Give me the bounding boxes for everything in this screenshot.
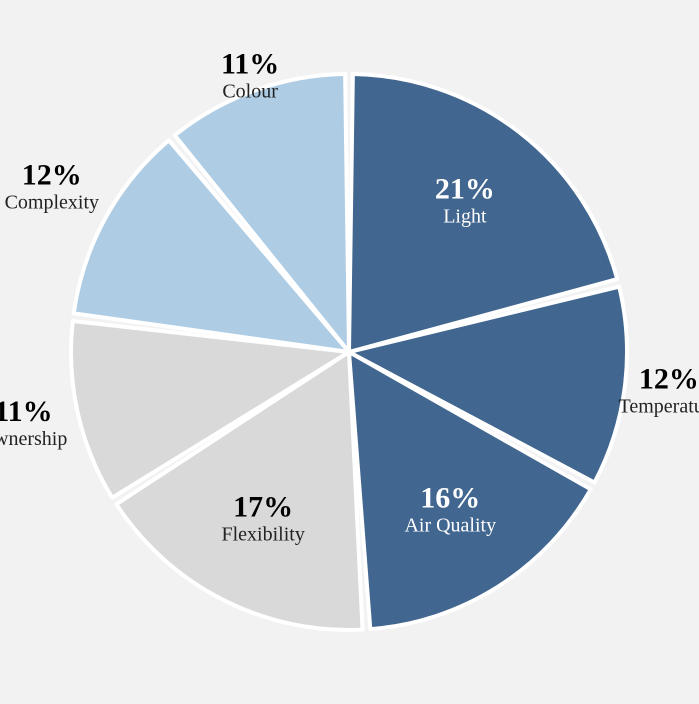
slice-label-group: 21%Light	[435, 173, 495, 228]
slice-label: Flexibility	[222, 523, 305, 545]
slice-label: Ownership	[0, 428, 67, 450]
slice-label: Light	[443, 206, 487, 228]
pie-chart-svg: 21%Light12%Temperature16%Air Quality17%F…	[0, 0, 699, 704]
slice-value: 11%	[0, 395, 53, 428]
slice-label: Colour	[222, 80, 278, 102]
slice-label-group: 11%Colour	[221, 47, 279, 102]
slice-label: Air Quality	[404, 515, 496, 537]
slice-label: Temperature	[619, 395, 699, 417]
slice-value: 12%	[22, 159, 82, 192]
slice-value: 11%	[221, 47, 279, 80]
slice-label-group: 17%Flexibility	[222, 490, 305, 545]
slice-value: 16%	[420, 482, 480, 515]
pie-chart: 21%Light12%Temperature16%Air Quality17%F…	[0, 0, 699, 704]
slice-value: 12%	[639, 362, 699, 395]
slice-label: Complexity	[5, 192, 99, 214]
slice-value: 17%	[233, 490, 293, 523]
slice-value: 21%	[435, 173, 495, 206]
